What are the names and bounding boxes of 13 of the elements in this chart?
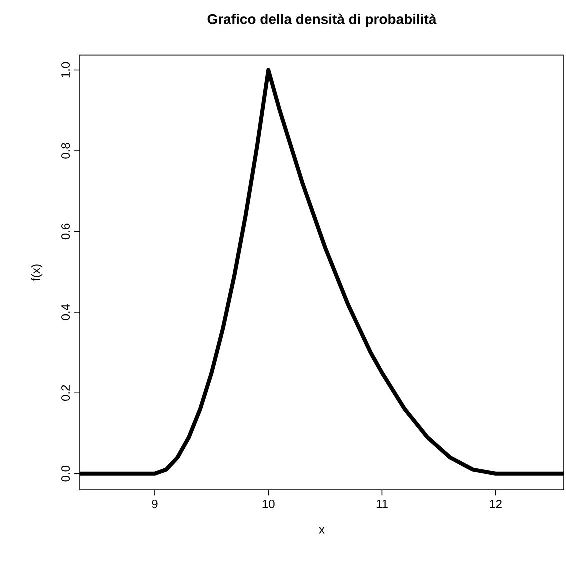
y-tick-label: 0.8 xyxy=(62,143,70,159)
x-tick-label: 12 xyxy=(490,500,502,508)
y-tick-label: 0.4 xyxy=(62,304,70,320)
y-tick-label: 0.2 xyxy=(62,385,70,402)
y-tick-label: 0.0 xyxy=(62,466,70,482)
x-tick-label: 11 xyxy=(376,500,388,508)
x-axis-title: x xyxy=(319,527,325,534)
chart-title: Grafico della densità di probabilità xyxy=(208,14,437,28)
y-tick-label: 1.0 xyxy=(62,62,70,78)
x-tick-label: 10 xyxy=(262,500,275,508)
y-tick-label: 0.6 xyxy=(62,224,70,240)
y-axis-title: f(x) xyxy=(31,264,43,282)
x-tick-label: 9 xyxy=(152,500,158,508)
